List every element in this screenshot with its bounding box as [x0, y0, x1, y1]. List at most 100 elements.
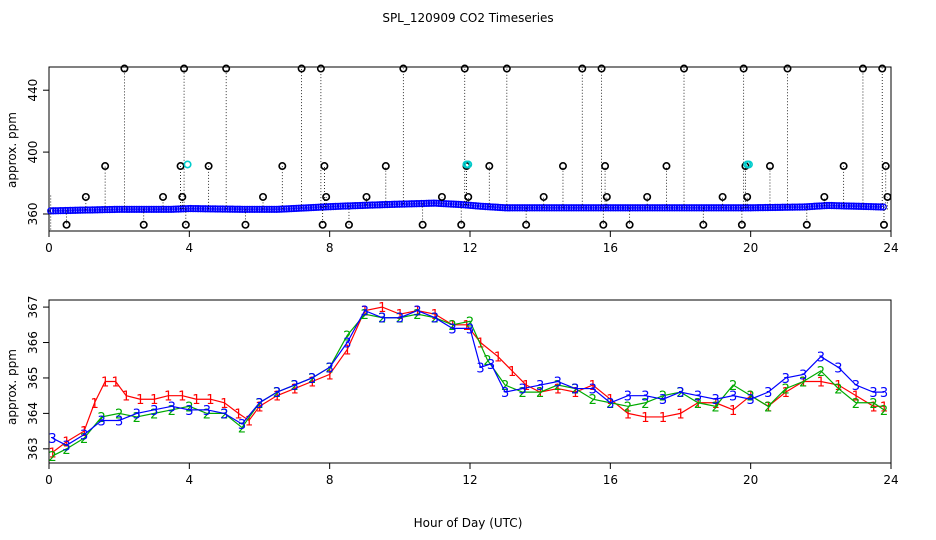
series-3-marker: 3 [431, 312, 439, 327]
baseline-point [228, 205, 237, 213]
baseline-point [59, 206, 67, 215]
baseline-point [76, 206, 84, 214]
series-1-marker: 1 [729, 404, 737, 419]
baseline-point [859, 202, 868, 211]
baseline-point [855, 202, 863, 210]
baseline-point [479, 202, 487, 211]
series-2-marker: 2 [641, 397, 649, 412]
baseline-point [88, 206, 97, 214]
baseline-point [83, 206, 92, 214]
baseline-point [442, 200, 450, 208]
baseline-point [457, 200, 465, 209]
baseline-point [56, 207, 65, 215]
series-2-marker: 2 [62, 443, 70, 458]
outlier-point [297, 64, 306, 73]
bottom-y-tick-label: 364 [26, 402, 40, 425]
baseline-point [553, 204, 561, 212]
series-2-marker: 2 [852, 397, 860, 412]
outlier-point [502, 64, 511, 73]
baseline-point [408, 200, 416, 208]
series-2-marker: 2 [799, 376, 807, 391]
outlier-point [599, 220, 608, 229]
baseline-point [447, 200, 455, 208]
baseline-point [79, 206, 87, 214]
baseline-point [150, 205, 158, 213]
top-x-tick-label: 24 [883, 241, 898, 255]
series-2-marker: 2 [606, 397, 614, 412]
series-3-marker: 3 [764, 386, 772, 401]
baseline-point [847, 202, 856, 210]
outlier-point [597, 64, 606, 73]
baseline-point [71, 206, 79, 214]
baseline-point [734, 204, 743, 212]
outlier-point [765, 162, 774, 171]
baseline-point [209, 205, 217, 213]
baseline-point [501, 204, 509, 212]
series-1-marker: 1 [326, 368, 334, 383]
baseline-point [113, 205, 121, 214]
baseline-point [164, 205, 173, 213]
baseline-point [474, 202, 482, 210]
series-3-marker: 3 [747, 393, 755, 408]
baseline-point [864, 202, 873, 211]
baseline-point [582, 204, 590, 212]
baseline-point [312, 203, 320, 212]
baseline-point [64, 206, 72, 215]
series-3-marker: 3 [168, 400, 176, 415]
baseline-point [614, 204, 622, 212]
outlier-point [878, 64, 887, 73]
series-3-marker: 3 [676, 386, 684, 401]
series-1-marker: 1 [747, 390, 755, 405]
outlier-point [381, 162, 390, 171]
baseline-point [818, 202, 826, 210]
cyan-point [744, 160, 753, 169]
series-3-marker: 3 [185, 404, 193, 419]
series-1-marker: 1 [378, 301, 386, 316]
baseline-point [430, 199, 438, 207]
baseline-point [656, 204, 664, 212]
outlier-point [204, 162, 213, 171]
baseline-point [840, 202, 848, 210]
series-3-marker: 3 [606, 397, 614, 412]
series-3-marker: 3 [290, 379, 298, 394]
outlier-point [737, 220, 746, 229]
bottom-x-tick-label: 8 [326, 473, 334, 487]
series-2-marker: 2 [168, 404, 176, 419]
series-1-marker: 1 [136, 393, 144, 408]
series-2-marker: 2 [326, 361, 334, 376]
baseline-point [781, 203, 789, 211]
series-1-marker: 1 [62, 436, 70, 451]
outlier-point [718, 192, 727, 201]
baseline-point [290, 204, 298, 213]
baseline-point [634, 204, 642, 212]
baseline-point [422, 199, 431, 208]
outlier-point [318, 220, 327, 229]
series-2-marker: 2 [255, 397, 263, 412]
baseline-point [879, 203, 887, 211]
baseline-point [427, 199, 436, 207]
bottom-x-tick-label: 0 [45, 473, 53, 487]
outlier-point [139, 220, 148, 229]
series-1-marker: 1 [462, 319, 470, 334]
series-3-marker: 3 [799, 368, 807, 383]
top-x-tick-label: 12 [462, 241, 477, 255]
series-2-marker: 2 [466, 315, 474, 330]
series-3-marker: 3 [255, 397, 263, 412]
baseline-point [845, 202, 853, 210]
baseline-point [491, 203, 499, 211]
baseline-point [214, 205, 222, 213]
baseline-point [503, 204, 512, 212]
baseline-point [133, 205, 141, 213]
series-3-marker: 3 [133, 407, 141, 422]
baseline-point [815, 202, 824, 210]
series-2-marker: 2 [80, 432, 88, 447]
baseline-point [810, 202, 819, 210]
baseline-point [467, 201, 475, 210]
series-3-marker: 3 [659, 393, 667, 408]
outlier-point [881, 162, 890, 171]
chart-title: SPL_120909 CO2 Timeseries [382, 11, 553, 25]
baseline-point [137, 205, 146, 213]
baseline-point [751, 204, 760, 212]
series-2-marker: 2 [378, 312, 386, 327]
